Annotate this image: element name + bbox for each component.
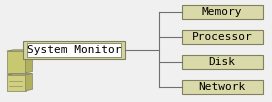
FancyBboxPatch shape: [182, 80, 262, 94]
FancyBboxPatch shape: [27, 43, 121, 57]
FancyBboxPatch shape: [23, 41, 125, 59]
Text: System Monitor: System Monitor: [27, 45, 121, 55]
FancyBboxPatch shape: [182, 55, 262, 69]
Text: Memory: Memory: [202, 7, 242, 17]
Polygon shape: [7, 74, 32, 75]
FancyBboxPatch shape: [182, 30, 262, 44]
Polygon shape: [26, 74, 32, 91]
Polygon shape: [7, 50, 32, 51]
Text: Processor: Processor: [192, 32, 252, 42]
FancyBboxPatch shape: [182, 5, 262, 19]
Text: Disk: Disk: [209, 57, 236, 67]
Polygon shape: [7, 75, 26, 91]
Text: Network: Network: [199, 82, 246, 92]
Polygon shape: [7, 51, 26, 73]
Polygon shape: [26, 50, 32, 73]
